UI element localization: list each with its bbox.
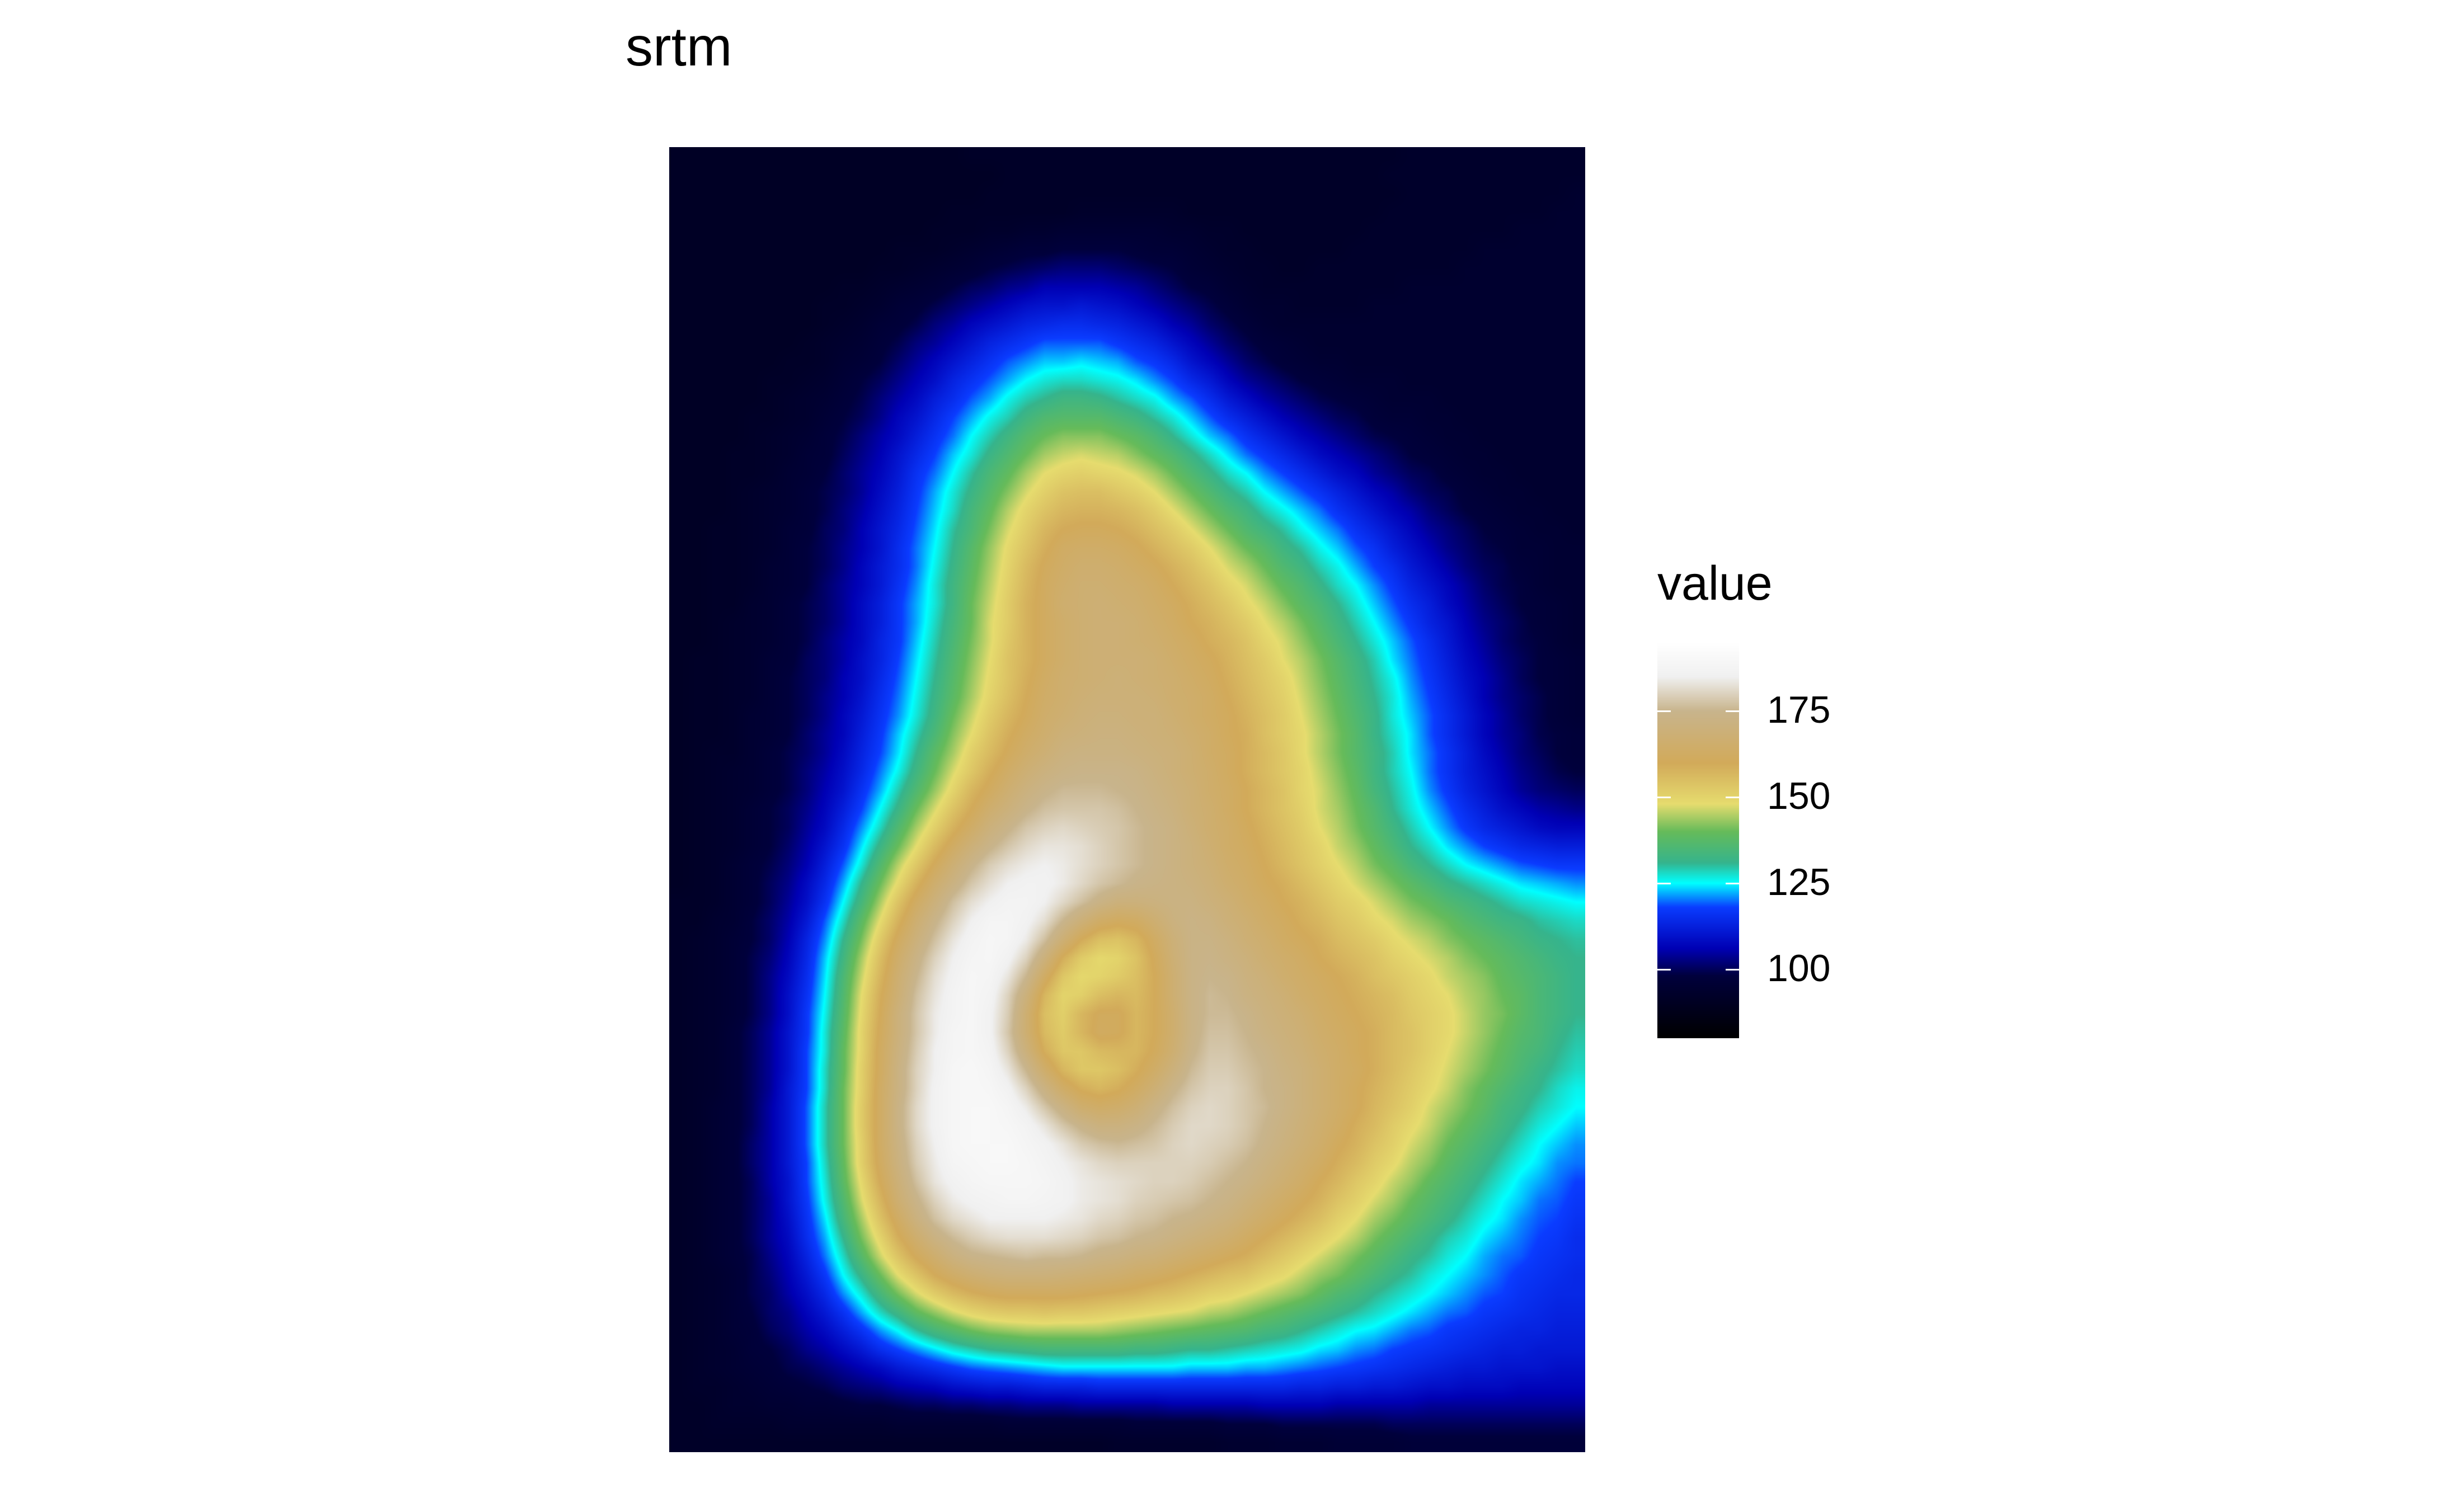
legend-tick-left (1657, 797, 1671, 799)
legend-tick-right (1726, 710, 1739, 713)
elevation-raster (669, 147, 1585, 1452)
legend-tick-left (1657, 710, 1671, 713)
color-legend: value 175 150 125 100 (1657, 559, 1892, 1052)
legend-tick-label: 150 (1767, 775, 1831, 818)
legend-title: value (1657, 557, 1773, 610)
legend-tick-left (1657, 882, 1671, 884)
legend-tick-left (1657, 968, 1671, 971)
legend-tick-label: 100 (1767, 946, 1831, 990)
legend-tick-label: 175 (1767, 689, 1831, 732)
legend-tick-right (1726, 797, 1739, 799)
legend-tick-right (1726, 882, 1739, 884)
elevation-raster-canvas (669, 147, 1585, 1452)
legend-colorbar (1657, 642, 1739, 1038)
chart-title: srtm (626, 16, 732, 77)
legend-tick-right (1726, 968, 1739, 971)
legend-tick-label: 125 (1767, 860, 1831, 903)
